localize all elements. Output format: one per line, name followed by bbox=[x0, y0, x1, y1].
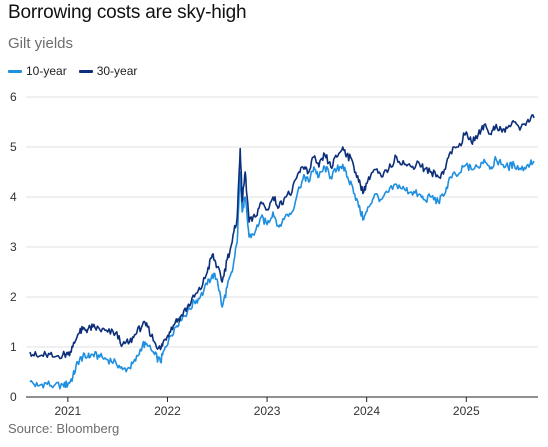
legend-item-10-year: 10-year bbox=[8, 64, 67, 78]
series-line-30-year bbox=[29, 114, 535, 360]
x-tick-label: 2021 bbox=[54, 404, 81, 418]
legend-swatch-10-year bbox=[8, 69, 22, 73]
y-tick-label: 3 bbox=[10, 240, 17, 254]
y-tick-label: 4 bbox=[10, 190, 17, 204]
x-tick-label: 2023 bbox=[254, 404, 281, 418]
chart-legend: 10-year 30-year bbox=[8, 64, 149, 78]
legend-label-10-year: 10-year bbox=[26, 64, 67, 78]
y-tick-label: 5 bbox=[10, 140, 17, 154]
chart-subtitle: Gilt yields bbox=[8, 35, 74, 52]
x-tick-label: 2024 bbox=[353, 404, 380, 418]
y-tick-label: 1 bbox=[10, 340, 17, 354]
legend-swatch-30-year bbox=[78, 69, 93, 73]
y-tick-label: 2 bbox=[10, 290, 17, 304]
y-tick-label: 0 bbox=[10, 390, 17, 404]
source-note: Source: Bloomberg bbox=[8, 421, 120, 436]
series-line-10-year bbox=[29, 156, 535, 390]
legend-item-30-year: 30-year bbox=[78, 64, 138, 78]
chart-title: Borrowing costs are sky-high bbox=[8, 2, 247, 23]
x-tick-label: 2025 bbox=[453, 404, 480, 418]
x-tick-label: 2022 bbox=[154, 404, 181, 418]
legend-label-30-year: 30-year bbox=[96, 64, 138, 78]
y-tick-label: 6 bbox=[10, 90, 17, 104]
